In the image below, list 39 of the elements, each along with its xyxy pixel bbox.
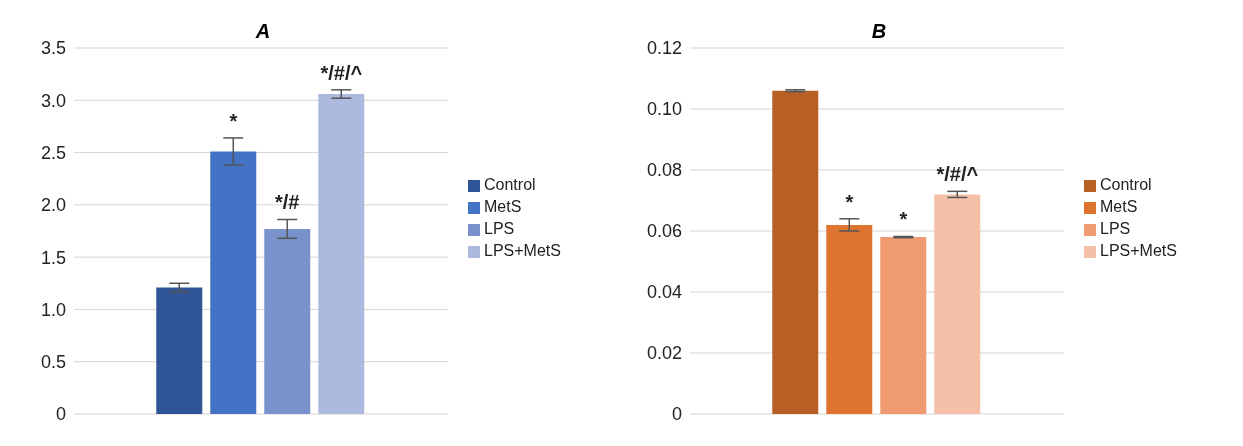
legend-label: LPS [484, 220, 515, 237]
data-label: */# [275, 191, 300, 214]
y-tick-label: 0.08 [646, 160, 682, 181]
data-label: * [229, 109, 238, 132]
legend-label: LPS+MetS [1100, 242, 1177, 259]
y-tick-label: 3.5 [40, 38, 66, 59]
legend-label: Control [484, 176, 536, 193]
bar [934, 194, 981, 414]
bar [826, 224, 873, 414]
y-tick-label: 1.5 [40, 247, 66, 268]
y-tick-label: 0 [55, 404, 66, 425]
y-tick-label: 0.04 [646, 282, 682, 303]
y-tick-label: 0.12 [646, 38, 682, 59]
data-label: */#/^ [936, 163, 979, 186]
bar [772, 90, 819, 414]
bar [318, 94, 365, 414]
chart-title: A [254, 20, 272, 43]
legend-label: MetS [484, 198, 522, 215]
bar [156, 287, 203, 414]
legend-label: LPS+MetS [484, 242, 561, 259]
data-label: * [899, 208, 908, 231]
legend-label: MetS [1100, 198, 1138, 215]
legend-label: LPS [1100, 220, 1131, 237]
data-label: * [845, 190, 854, 213]
data-label: */#/^ [320, 61, 363, 84]
bar [210, 151, 257, 414]
y-tick-label: 0 [671, 404, 682, 425]
y-tick-label: 0.10 [646, 99, 682, 120]
y-tick-label: 0.02 [646, 343, 682, 364]
legend-label: Control [1100, 176, 1152, 193]
y-tick-label: 0.06 [646, 221, 682, 242]
y-tick-label: 1.0 [40, 299, 66, 320]
y-tick-label: 0.5 [40, 352, 66, 373]
y-tick-label: 3.0 [40, 90, 66, 111]
bar [264, 228, 311, 414]
y-tick-label: 2.0 [40, 195, 66, 216]
bar [880, 237, 927, 414]
chart-title: B [870, 20, 888, 43]
y-tick-label: 2.5 [40, 142, 66, 163]
